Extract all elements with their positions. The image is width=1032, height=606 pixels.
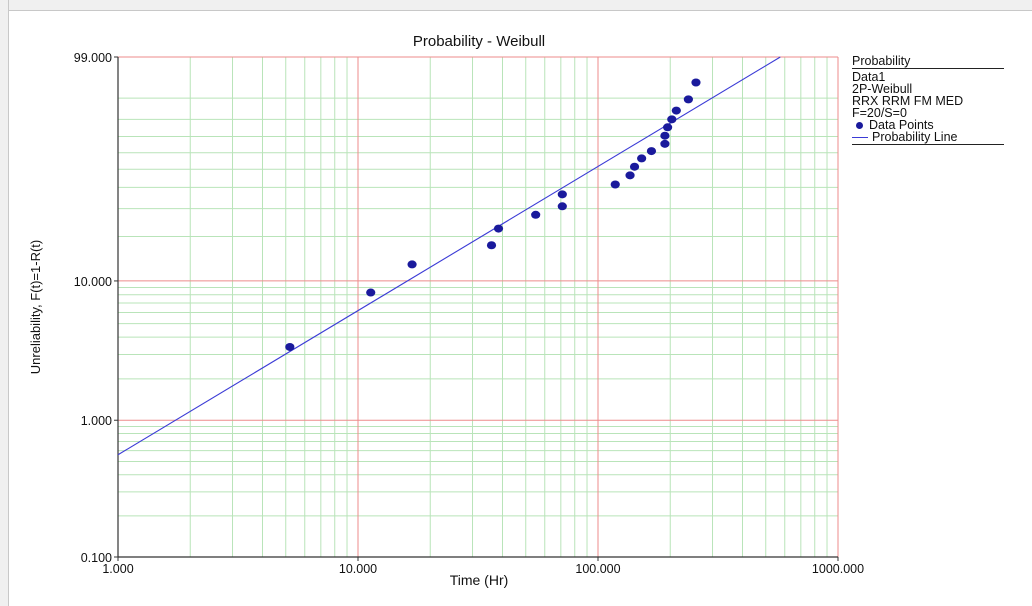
data-point (285, 342, 295, 351)
x-tick-label: 10.000 (339, 562, 377, 576)
x-tick-label: 1000.000 (812, 562, 864, 576)
probability-line (117, 56, 781, 456)
probability-line-marker-icon (852, 136, 868, 138)
legend-data-points-label: Data Points (869, 118, 934, 132)
chart-title: Probability - Weibull (413, 33, 545, 50)
legend-title: Probability (852, 55, 1004, 69)
legend-entry-data-points: Data Points (852, 119, 1004, 131)
data-point (493, 224, 504, 233)
data-point (683, 95, 693, 104)
legend-probability-line-label: Probability Line (872, 130, 958, 144)
window-top-border (0, 0, 1032, 11)
y-tick-label: 0.100 (81, 551, 112, 565)
plot-axes (117, 57, 838, 558)
x-tick-label: 100.000 (575, 562, 620, 576)
data-point (366, 288, 376, 297)
x-axis-label: Time (Hr) (450, 572, 509, 588)
data-point (610, 180, 620, 189)
data-point (660, 131, 670, 140)
y-tick-label: 99.000 (74, 51, 112, 65)
legend-line-method: RRX RRM FM MED (852, 94, 964, 108)
y-axis-label: Unreliability, F(t)=1-R(t) (28, 240, 43, 374)
y-tick-label: 1.000 (81, 414, 112, 428)
probability-line-layer (117, 56, 781, 456)
x-tick-labels: 1.000 10.000 100.000 1000.000 (102, 557, 864, 576)
legend-entry-probability-line: Probability Line (852, 131, 1004, 145)
legend-line-dataset: Data1 (852, 70, 886, 84)
data-point (660, 139, 670, 148)
data-point (629, 162, 640, 171)
data-point (663, 123, 673, 132)
data-point (407, 260, 417, 269)
data-point (531, 210, 541, 219)
data-point (486, 241, 497, 250)
data-point (625, 171, 635, 180)
y-tick-label: 10.000 (74, 275, 112, 289)
data-point (557, 190, 567, 199)
legend-line-distribution: 2P-Weibull (852, 82, 913, 96)
data-point (557, 202, 567, 211)
x-tick-label: 1.000 (102, 562, 133, 576)
data-point (646, 147, 657, 156)
data-point-marker-icon (856, 121, 863, 129)
data-point (637, 154, 647, 163)
window-left-border (0, 0, 9, 606)
legend: Probability Data1 2P-Weibull RRX RRM FM … (852, 55, 1004, 145)
minor-grid (118, 57, 838, 557)
major-grid (117, 56, 839, 558)
legend-line-counts: F=20/S=0 (852, 106, 907, 120)
data-point (667, 115, 677, 124)
data-point (691, 78, 701, 87)
y-tick-labels: 0.100 1.000 10.000 99.000 (74, 51, 118, 565)
data-point (671, 106, 681, 115)
data-points-layer (285, 78, 701, 351)
